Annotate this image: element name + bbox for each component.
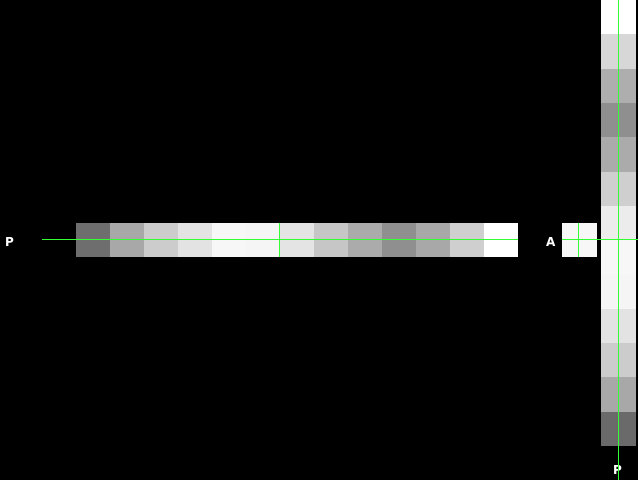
strip-cell xyxy=(144,223,178,257)
strip-cell xyxy=(314,223,348,257)
crosshair-vertical-line[interactable] xyxy=(618,0,619,480)
axial-slice-thumbnail xyxy=(562,223,597,257)
strip-cell xyxy=(280,223,314,257)
strip-cell xyxy=(450,223,484,257)
strip-cell xyxy=(382,223,416,257)
strip-cell xyxy=(416,223,450,257)
crosshair-vertical-marker-thumbnail[interactable] xyxy=(578,223,579,257)
strip-cell xyxy=(178,223,212,257)
strip-cell xyxy=(246,223,280,257)
strip-cell xyxy=(212,223,246,257)
crosshair-horizontal-line[interactable] xyxy=(42,239,518,240)
crosshair-vertical-marker[interactable] xyxy=(279,223,280,257)
crosshair-horizontal-line-right[interactable] xyxy=(562,239,638,240)
orientation-label-right: A xyxy=(546,235,556,249)
orientation-label-left: P xyxy=(5,235,14,249)
orientation-label-bottom: P xyxy=(613,464,622,476)
strip-cell xyxy=(484,223,518,257)
strip-cell xyxy=(348,223,382,257)
strip-cell xyxy=(76,223,110,257)
horizontal-image-strip xyxy=(76,223,518,257)
strip-cell xyxy=(110,223,144,257)
